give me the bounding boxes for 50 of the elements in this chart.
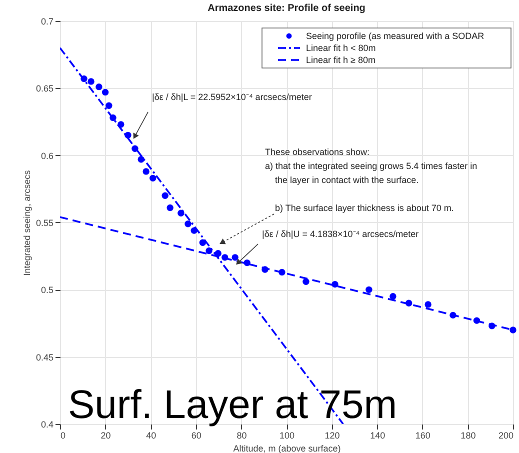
point bbox=[510, 326, 516, 334]
x-tick-label: 100 bbox=[279, 430, 295, 440]
annotation: |δε / δh|U = 4.1838×10⁻⁴ arcsecs/meter bbox=[262, 229, 419, 239]
x-tick-label: 60 bbox=[191, 430, 202, 440]
x-tick-label: 120 bbox=[324, 430, 340, 440]
y-tick-label: 0.4 bbox=[40, 420, 54, 430]
legend-label: Seeing porofile (as measured with a SODAR bbox=[306, 31, 485, 41]
annotation: b) The surface layer thickness is about 70 m. bbox=[275, 203, 454, 213]
point bbox=[102, 88, 109, 96]
point bbox=[142, 168, 150, 175]
annotation: These observations show: bbox=[265, 147, 370, 157]
annotation: Surf. Layer at 75m bbox=[68, 383, 398, 427]
point bbox=[244, 259, 250, 266]
point bbox=[96, 83, 102, 90]
point bbox=[184, 220, 192, 228]
point bbox=[150, 174, 156, 182]
y-tick-label: 0.5 bbox=[40, 285, 54, 296]
legend-label: Linear fit h < 80m bbox=[306, 43, 376, 53]
y-tick-label: 0.55 bbox=[36, 218, 54, 228]
point bbox=[88, 78, 94, 85]
y-tick-label: 0.45 bbox=[36, 352, 54, 362]
x-tick-label: 0 bbox=[60, 430, 66, 440]
point bbox=[302, 278, 310, 285]
x-axis-title: Altitude, m (above surface) bbox=[233, 444, 341, 453]
y-tick-label: 0.6 bbox=[40, 150, 54, 161]
point bbox=[424, 301, 432, 308]
x-tick-label: 200 bbox=[498, 430, 514, 440]
x-tick-label: 140 bbox=[370, 430, 386, 440]
point bbox=[332, 280, 338, 288]
point bbox=[232, 254, 238, 261]
x-tick-label: 20 bbox=[100, 430, 111, 440]
y-tick-label: 0.7 bbox=[40, 16, 54, 26]
annotation: |δε / δh|L = 22.5952×10⁻⁴ arcsecs/meter bbox=[152, 92, 312, 102]
point bbox=[162, 192, 168, 199]
x-tick-label: 40 bbox=[146, 430, 156, 440]
point bbox=[106, 102, 112, 109]
x-tick-label: 80 bbox=[236, 430, 247, 440]
x-tick-label: 180 bbox=[460, 430, 476, 440]
y-tick-label: 0.65 bbox=[36, 84, 54, 94]
y-axis-title: Integrated seeing, arcsecs bbox=[22, 170, 32, 276]
chart-title: Armazones site: Profile of seeing bbox=[208, 3, 366, 14]
point bbox=[166, 204, 174, 212]
point bbox=[206, 247, 212, 254]
point bbox=[390, 293, 396, 300]
annotation: a) that the integrated seeing grows 5.4 times faster in bbox=[265, 161, 478, 171]
point bbox=[178, 210, 184, 216]
point bbox=[366, 286, 372, 294]
annotation: the layer in contact with the surface. bbox=[275, 175, 419, 185]
x-tick-label: 160 bbox=[415, 430, 430, 440]
legend-label: Linear fit h ≥ 80m bbox=[306, 55, 376, 65]
